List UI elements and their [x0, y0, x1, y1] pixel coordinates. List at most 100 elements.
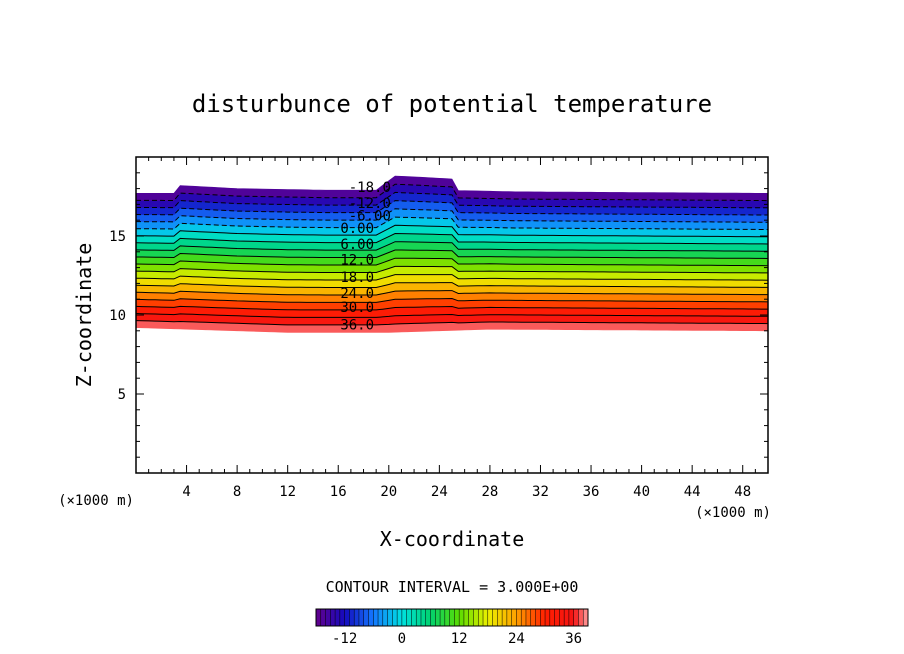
contour-label: 12.0 — [340, 253, 374, 269]
colorbar-cell — [554, 609, 560, 626]
colorbar-cell — [454, 609, 460, 626]
colorbar-cell — [425, 609, 431, 626]
colorbar-ticks: -12 0 12 24 36 — [332, 631, 582, 647]
colorbar-tick-label: -12 — [332, 631, 357, 647]
y-tick-label: 15 — [109, 229, 126, 245]
colorbar-cell — [325, 609, 331, 626]
contour-label: 30.0 — [340, 300, 374, 316]
contour-line — [135, 297, 769, 303]
colorbar-cell — [535, 609, 541, 626]
colorbar-cell — [540, 609, 546, 626]
colorbar-cell — [487, 609, 493, 626]
colorbar-cell — [368, 609, 374, 626]
contour-line — [135, 257, 769, 267]
colorbar-cell — [549, 609, 555, 626]
x-tick-label: 32 — [532, 484, 549, 500]
x-tick-label: 28 — [481, 484, 498, 500]
colorbar-cell — [511, 609, 517, 626]
contour-line — [135, 241, 768, 252]
colorbar-cell — [578, 609, 584, 626]
colorbar-cell — [521, 609, 527, 626]
colorbar-cell — [421, 609, 427, 626]
colorbar-cell — [387, 609, 393, 626]
x-tick-label: 8 — [233, 484, 241, 500]
colorbar-cell — [492, 609, 498, 626]
colorbar-tick-label: 24 — [508, 631, 525, 647]
y-unit-label: (×1000 m) — [58, 493, 134, 509]
chart-title: disturbunce of potential temperature — [192, 90, 712, 118]
y-axis-label: Z-coordinate — [72, 243, 96, 388]
plot-area: -18.0-12.0-6.000.006.0012.018.024.030.03… — [109, 156, 769, 500]
colorbar-cell — [506, 609, 512, 626]
x-tick-label: 16 — [330, 484, 347, 500]
x-tick-label: 44 — [684, 484, 701, 500]
colorbar-cell — [320, 609, 326, 626]
colorbar-cell — [430, 609, 436, 626]
x-tick-label: 20 — [380, 484, 397, 500]
x-tick-label: 4 — [182, 484, 190, 500]
contour-line — [135, 265, 768, 274]
contour-labels: -18.0-12.0-6.000.006.0012.018.024.030.03… — [340, 180, 391, 333]
y-tick-label: 5 — [118, 387, 126, 403]
contour-label: 24.0 — [340, 286, 374, 302]
colorbar-cell — [440, 609, 446, 626]
colorbar-cell — [463, 609, 469, 626]
x-tick-label: 48 — [734, 484, 751, 500]
colorbar-cell — [459, 609, 465, 626]
colorbar-cell — [478, 609, 484, 626]
contour-label: 6.00 — [340, 237, 374, 253]
colorbar-cell — [435, 609, 441, 626]
contour-label: -18.0 — [349, 180, 391, 196]
y-axis-ticks: 5 10 15 — [109, 172, 768, 458]
colorbar-cell — [444, 609, 450, 626]
contour-line — [135, 274, 769, 281]
colorbar-cell — [363, 609, 369, 626]
colorbar-cell — [330, 609, 336, 626]
contour-label: -12.0 — [349, 196, 391, 212]
contour-line — [136, 183, 769, 202]
contour-label: 18.0 — [340, 270, 374, 286]
colorbar-cell — [378, 609, 384, 626]
contour-line — [135, 290, 768, 296]
contour-line — [135, 282, 768, 288]
y-tick-label: 10 — [109, 308, 126, 324]
x-tick-label: 24 — [431, 484, 448, 500]
colorbar-cell — [406, 609, 412, 626]
colorbar-cell — [564, 609, 570, 626]
contour-line — [135, 208, 769, 223]
contour-line — [135, 200, 768, 216]
colorbar-cell — [354, 609, 360, 626]
colorbar-cell — [530, 609, 536, 626]
colorbar-cell — [497, 609, 503, 626]
contour-line — [136, 216, 768, 230]
contour-line — [135, 313, 768, 318]
colorbar-tick-label: 0 — [398, 631, 406, 647]
colorbar-cell — [526, 609, 532, 626]
x-tick-label: 12 — [279, 484, 296, 500]
colorbar-cell — [344, 609, 350, 626]
contour-line — [135, 232, 769, 245]
colorbar-cell — [397, 609, 403, 626]
colorbar-cell — [502, 609, 508, 626]
colorbar-cell — [416, 609, 422, 626]
contour-label: 0.00 — [340, 221, 374, 237]
x-axis-ticks: 4 8 12 16 20 24 28 32 36 40 44 48 — [148, 157, 756, 500]
colorbar-cell — [568, 609, 574, 626]
colorbar-cell — [335, 609, 341, 626]
colorbar-frame — [315, 608, 589, 627]
colorbar-cell — [473, 609, 479, 626]
colorbar-cell — [339, 609, 345, 626]
colorbar-cell — [483, 609, 489, 626]
colorbar-tick-label: 12 — [451, 631, 468, 647]
contour-label: 36.0 — [340, 317, 374, 333]
colorbar-cell — [468, 609, 474, 626]
colorbar-cell — [545, 609, 551, 626]
x-unit-label: (×1000 m) — [695, 505, 771, 521]
x-axis-label: X-coordinate — [380, 527, 525, 551]
colorbar-cell — [449, 609, 455, 626]
contour-lines — [135, 183, 769, 326]
colorbar-cell — [559, 609, 565, 626]
x-tick-label: 40 — [633, 484, 650, 500]
colorbar-cell — [358, 609, 364, 626]
